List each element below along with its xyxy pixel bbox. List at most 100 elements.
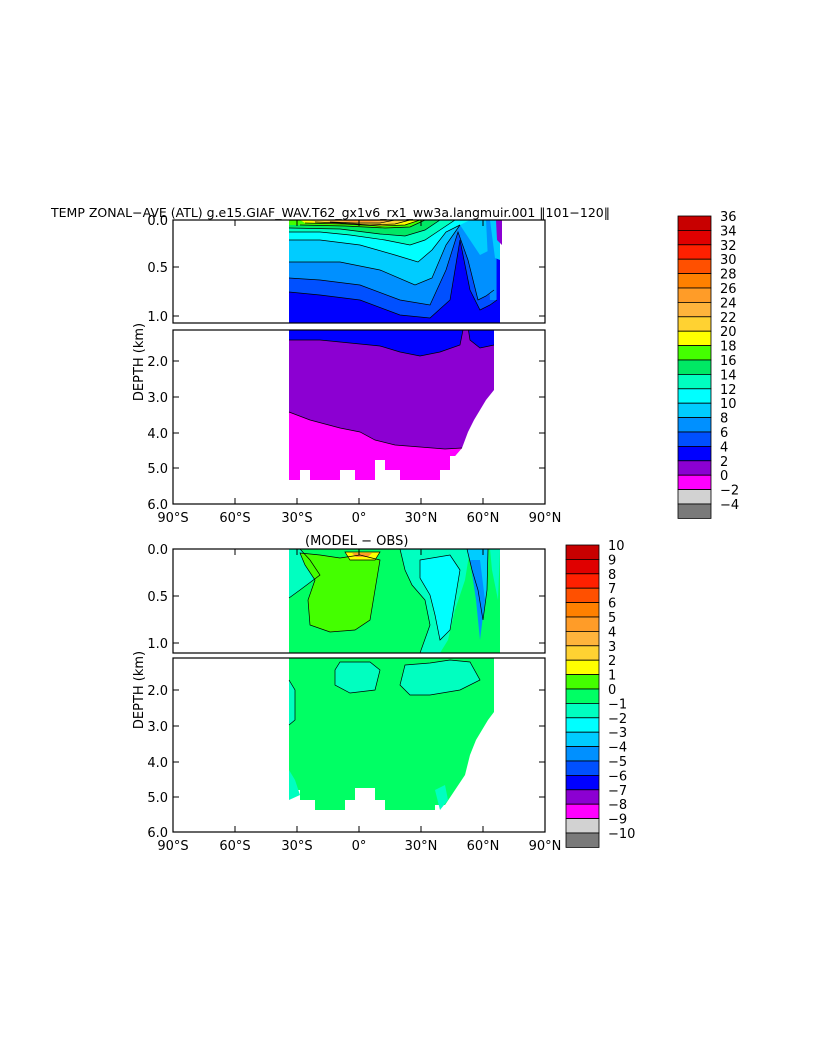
colorbar-label: −10 xyxy=(608,827,635,842)
temperature-lower-field xyxy=(288,330,495,480)
x-tick-label: 0° xyxy=(352,839,367,854)
y-tick-label: 0.0 xyxy=(147,214,168,229)
colorbar-swatch xyxy=(565,674,600,690)
colorbar-label: 2 xyxy=(608,654,616,669)
y-tick-label: 0.0 xyxy=(147,543,168,558)
colorbar-swatch xyxy=(565,818,600,834)
x-tick-label: 60°S xyxy=(219,839,250,854)
colorbar-label: 30 xyxy=(720,253,737,268)
y-axis-label: DEPTH (km) xyxy=(132,651,147,729)
colorbar-label: −2 xyxy=(720,484,739,499)
colorbar-label: 8 xyxy=(720,412,728,427)
colorbar-swatch xyxy=(677,503,712,519)
colorbar-label: 32 xyxy=(720,239,737,254)
colorbar-swatch xyxy=(677,460,712,476)
colorbar-swatch xyxy=(677,244,712,260)
colorbar-label: 18 xyxy=(720,340,737,355)
colorbar-swatch xyxy=(565,775,600,791)
colorbar-label: 6 xyxy=(608,597,616,612)
colorbar-label: 14 xyxy=(720,368,737,383)
colorbar-swatch xyxy=(565,587,600,604)
y-tick-label: 4.0 xyxy=(147,427,168,442)
x-tick-label: 90°N xyxy=(529,511,562,526)
colorbar-label: 0 xyxy=(720,469,728,484)
colorbar-label: 34 xyxy=(720,224,737,239)
colorbar-label: 5 xyxy=(608,611,616,626)
colorbar-swatch xyxy=(565,760,600,776)
colorbar-label: −2 xyxy=(608,712,627,727)
colorbar-swatch xyxy=(565,573,600,589)
colorbar-swatch xyxy=(677,345,712,361)
y-tick-label: 0.5 xyxy=(147,261,168,276)
y-tick-label: 3.0 xyxy=(147,391,168,406)
colorbar-label: 0 xyxy=(608,683,616,698)
x-tick-label: 90°S xyxy=(157,511,188,526)
colorbar-label: 4 xyxy=(720,440,728,455)
y-tick-label: 5.0 xyxy=(147,462,168,477)
colorbar-label: 10 xyxy=(720,397,737,412)
temperature-upper-field xyxy=(288,220,502,323)
y-tick-label: 4.0 xyxy=(147,756,168,771)
colorbar-swatch xyxy=(677,489,712,505)
y-axis-label: DEPTH (km) xyxy=(132,323,147,401)
colorbar-label: 26 xyxy=(720,282,737,297)
colorbar-swatch xyxy=(565,559,600,575)
colorbar-swatch xyxy=(677,373,712,390)
colorbar-swatch xyxy=(677,474,712,491)
chart-title-difference: (MODEL − OBS) xyxy=(305,534,408,549)
x-tick-label: 30°N xyxy=(405,511,438,526)
x-tick-label: 0° xyxy=(352,511,367,526)
x-tick-label: 90°N xyxy=(529,839,562,854)
x-tick-label: 30°S xyxy=(281,511,312,526)
colorbar-label: 16 xyxy=(720,354,737,369)
difference-upper-field xyxy=(288,549,500,653)
colorbar-swatch xyxy=(677,215,712,231)
colorbar-label: 6 xyxy=(720,426,728,441)
chart-title-temperature: TEMP ZONAL−AVE (ATL) g.e15.GIAF_WAV.T62_… xyxy=(50,205,610,220)
colorbar-label: −6 xyxy=(608,769,627,784)
y-tick-label: 3.0 xyxy=(147,720,168,735)
colorbar-swatch xyxy=(677,316,712,332)
colorbar-label: 10 xyxy=(608,539,625,554)
y-tick-label: 1.0 xyxy=(147,310,168,325)
colorbar-swatch xyxy=(565,832,600,848)
colorbar-swatch xyxy=(565,789,600,805)
y-tick-label: 6.0 xyxy=(147,826,168,841)
colorbar-label: −7 xyxy=(608,784,627,799)
colorbar-label: 20 xyxy=(720,325,737,340)
x-tick-label: 30°S xyxy=(281,839,312,854)
colorbar-swatch xyxy=(565,616,600,632)
colorbar-swatch xyxy=(677,417,712,433)
colorbar-label: 9 xyxy=(608,553,616,568)
colorbar-swatch xyxy=(565,688,600,704)
axes-temperature: 90°S 60°S 30°S 0° 30°N 60°N 90°N 0.0 0.5 1.0 2.0 3.… xyxy=(132,214,561,526)
x-tick-label: 30°N xyxy=(405,839,438,854)
colorbar-label: −8 xyxy=(608,798,627,813)
colorbar-swatch xyxy=(677,445,712,462)
colorbar-swatch xyxy=(677,258,712,275)
colorbar-label: 36 xyxy=(720,210,737,225)
colorbar-label: 3 xyxy=(608,640,616,655)
colorbar-label: 7 xyxy=(608,582,616,597)
y-tick-label: 2.0 xyxy=(147,355,168,370)
colorbar-swatch xyxy=(565,602,600,618)
colorbar-label: 12 xyxy=(720,383,737,398)
colorbar-label: −1 xyxy=(608,697,627,712)
y-tick-label: 5.0 xyxy=(147,791,168,806)
colorbar-label: 8 xyxy=(608,568,616,583)
x-tick-label: 60°N xyxy=(467,839,500,854)
colorbar-swatch xyxy=(677,431,712,447)
x-tick-label: 60°N xyxy=(467,511,500,526)
colorbar-label: −5 xyxy=(608,755,627,770)
y-tick-label: 6.0 xyxy=(147,498,168,513)
colorbar-label: −9 xyxy=(608,813,627,828)
colorbar-label: 1 xyxy=(608,669,616,684)
x-tick-label: 90°S xyxy=(157,839,188,854)
colorbar-swatch xyxy=(565,703,600,719)
colorbar-label: −3 xyxy=(608,726,627,741)
colorbar-label: −4 xyxy=(720,498,739,513)
colorbar-swatch xyxy=(565,717,600,733)
